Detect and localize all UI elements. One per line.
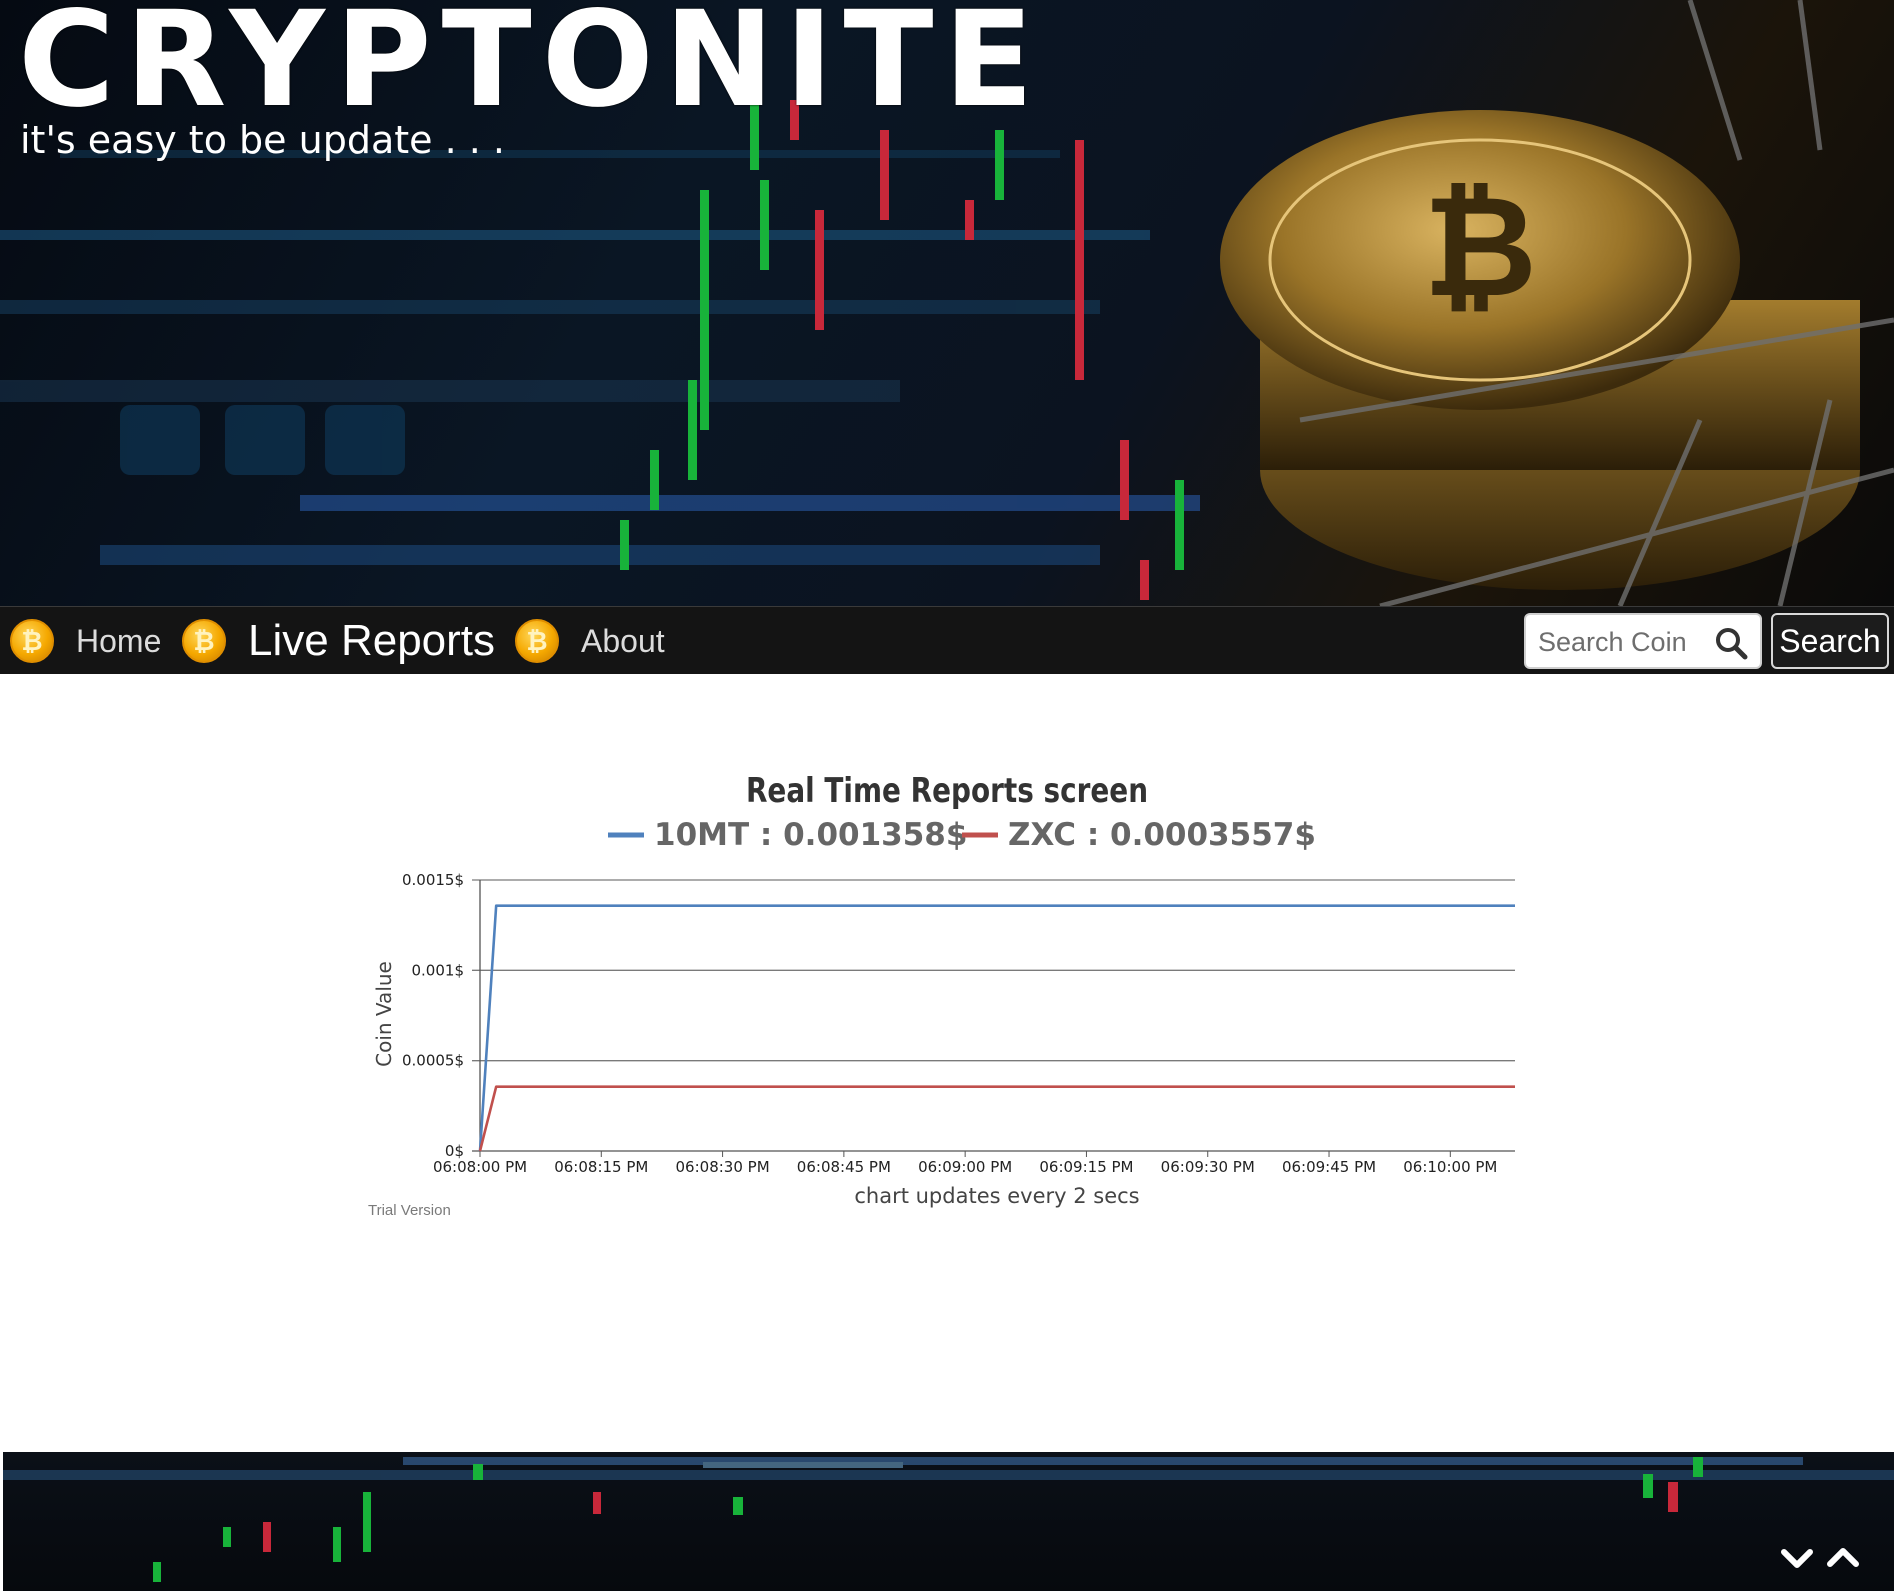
y-tick-label: 0.001$ xyxy=(412,961,465,979)
footer-banner xyxy=(3,1452,1894,1591)
line-chart: 0$ 0.0005$ 0.001$ 0.0015$ 06:08:00 PM 06:08:1… xyxy=(372,817,1515,1208)
nav-live-reports-label: Live Reports xyxy=(248,616,496,665)
x-tick-label: 06:10:00 PM xyxy=(1403,1158,1497,1176)
bitcoin-coin-icon: ₿ xyxy=(515,619,559,663)
nav-item-home[interactable]: ₿ Home xyxy=(10,607,161,675)
x-tick-label: 06:09:15 PM xyxy=(1039,1158,1133,1176)
chart-axes: 0$ 0.0005$ 0.001$ 0.0015$ 06:08:00 PM 06:08:1… xyxy=(402,871,1497,1176)
x-tick-label: 06:08:30 PM xyxy=(676,1158,770,1176)
bitcoin-coin-icon: ₿ xyxy=(182,619,226,663)
series-line-2 xyxy=(478,1085,1515,1152)
svg-text:₿: ₿ xyxy=(1423,166,1537,329)
footer-candlestick-background xyxy=(3,1457,1894,1582)
search-box xyxy=(1524,613,1762,669)
nav-item-live-reports[interactable]: ₿ Live Reports xyxy=(182,607,495,675)
brand-tagline: it's easy to be update . . . xyxy=(20,118,505,162)
bitcoin-coin-icon: ₿ xyxy=(10,619,54,663)
y-tick-label: 0.0015$ xyxy=(402,871,464,889)
x-tick-label: 06:08:45 PM xyxy=(797,1158,891,1176)
chevron-up-icon[interactable] xyxy=(1825,1542,1861,1572)
brand-title: CRYPTONITE xyxy=(18,0,1044,137)
x-tick-label: 06:08:15 PM xyxy=(554,1158,648,1176)
hero-banner: ₿ CRYPTONITE it's easy to be update . . … xyxy=(0,0,1894,606)
main-navbar: ₿ Home ₿ Live Reports ₿ About Search xyxy=(0,606,1894,674)
x-tick-label: 06:09:45 PM xyxy=(1282,1158,1376,1176)
trial-version-watermark: Trial Version xyxy=(368,1202,451,1219)
nav-item-about[interactable]: ₿ About xyxy=(515,607,665,675)
y-tick-label: 0.0005$ xyxy=(402,1052,464,1070)
y-tick-label: 0$ xyxy=(445,1142,464,1160)
series-line-1 xyxy=(478,904,1515,1152)
x-tick-label: 06:09:30 PM xyxy=(1161,1158,1255,1176)
chart-title: Real Time Reports screen xyxy=(745,771,1149,811)
chart-grid xyxy=(472,879,1515,1152)
legend-label: ZXC : 0.0003557$ xyxy=(1008,817,1316,853)
legend-item-1[interactable]: 10MT : 0.001358$ xyxy=(608,817,967,853)
chart-series xyxy=(478,904,1515,1152)
x-axis-label: chart updates every 2 secs xyxy=(854,1184,1139,1208)
chart-legend[interactable]: 10MT : 0.001358$ ZXC : 0.0003557$ xyxy=(608,817,1316,853)
y-axis-label: Coin Value xyxy=(372,961,396,1067)
nav-about-label: About xyxy=(581,622,665,659)
search-button[interactable]: Search xyxy=(1771,613,1889,669)
search-icon[interactable] xyxy=(1714,626,1748,660)
crypto-candlestick-background: ₿ xyxy=(0,0,1894,606)
nav-home-label: Home xyxy=(76,622,162,659)
legend-item-2[interactable]: ZXC : 0.0003557$ xyxy=(962,817,1316,853)
search-input[interactable] xyxy=(1538,623,1708,661)
x-tick-label: 06:09:00 PM xyxy=(918,1158,1012,1176)
chevron-down-icon[interactable] xyxy=(1779,1542,1815,1572)
legend-label: 10MT : 0.001358$ xyxy=(654,817,967,853)
live-reports-chart: 0$ 0.0005$ 0.001$ 0.0015$ 06:08:00 PM 06:08:1… xyxy=(0,674,1894,1454)
x-tick-label: 06:08:00 PM xyxy=(433,1158,527,1176)
